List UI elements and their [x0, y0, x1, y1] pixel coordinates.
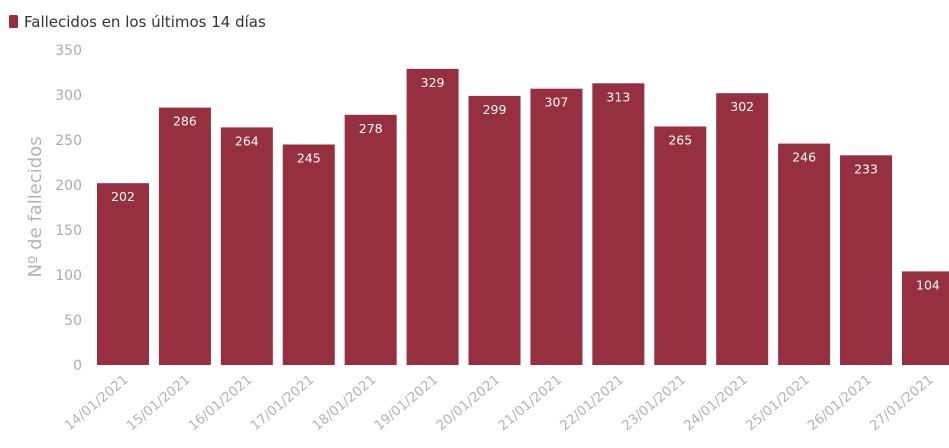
- bar: [592, 83, 645, 366]
- y-axis-ticks: 0 50 100 150 200 250 300 350: [55, 43, 82, 374]
- bars: [97, 68, 949, 366]
- bar: [716, 93, 769, 365]
- bar: [220, 127, 273, 366]
- bar-value-labels: 202 286 264 245 278 329 299 307 313 265 302 246 233 1…: [111, 75, 940, 292]
- bar: [530, 88, 583, 365]
- bar: [654, 126, 707, 365]
- y-tick-label: 100: [55, 268, 82, 284]
- bar-value-label: 104: [916, 277, 940, 292]
- x-tick-label: 19/01/2021: [371, 372, 441, 434]
- legend-label: Fallecidos en los últimos 14 días: [24, 13, 266, 31]
- legend: Fallecidos en los últimos 14 días: [9, 13, 266, 31]
- y-tick-label: 300: [55, 88, 82, 104]
- x-tick-label: 15/01/2021: [124, 372, 194, 434]
- bar-value-label: 278: [359, 121, 383, 136]
- bar-value-label: 313: [606, 89, 630, 104]
- bar-value-label: 299: [483, 102, 507, 117]
- x-tick-label: 20/01/2021: [433, 372, 503, 434]
- bar-value-label: 286: [173, 114, 197, 129]
- x-tick-label: 26/01/2021: [805, 372, 875, 434]
- bar: [158, 107, 211, 365]
- x-tick-label: 21/01/2021: [495, 372, 565, 434]
- bar: [97, 183, 149, 365]
- bar-value-label: 245: [297, 151, 321, 166]
- bar: [406, 68, 459, 366]
- bar-value-label: 264: [235, 133, 259, 148]
- bar: [901, 271, 949, 365]
- x-tick-label: 22/01/2021: [557, 372, 627, 434]
- bar-value-label: 302: [730, 99, 754, 114]
- bar-value-label: 202: [111, 189, 135, 204]
- bar: [282, 144, 335, 365]
- x-tick-label: 25/01/2021: [743, 372, 813, 434]
- x-tick-label: 18/01/2021: [309, 372, 379, 434]
- legend-swatch: [9, 15, 18, 28]
- x-tick-label: 17/01/2021: [247, 372, 317, 434]
- bar-value-label: 265: [668, 133, 692, 148]
- bar: [840, 155, 893, 365]
- bar-value-label: 307: [545, 95, 569, 110]
- bar: [344, 114, 397, 365]
- y-tick-label: 150: [55, 223, 82, 239]
- x-tick-label: 27/01/2021: [867, 372, 937, 434]
- bar-value-label: 233: [854, 161, 878, 176]
- y-tick-label: 50: [64, 313, 82, 329]
- x-tick-label: 14/01/2021: [62, 372, 132, 434]
- bar: [778, 143, 831, 365]
- bar: [468, 95, 521, 366]
- x-axis-ticks: 14/01/202115/01/202116/01/202117/01/2021…: [62, 372, 937, 434]
- y-tick-label: 350: [55, 43, 82, 59]
- x-tick-label: 23/01/2021: [619, 372, 689, 434]
- x-tick-label: 24/01/2021: [681, 372, 751, 434]
- bar-value-label: 329: [421, 75, 445, 90]
- x-tick-label: 16/01/2021: [186, 372, 256, 434]
- y-axis-label: Nº de fallecidos: [25, 136, 46, 277]
- y-tick-label: 250: [55, 133, 82, 149]
- y-tick-label: 0: [73, 358, 82, 374]
- bar-value-label: 246: [792, 150, 816, 165]
- y-tick-label: 200: [55, 178, 82, 194]
